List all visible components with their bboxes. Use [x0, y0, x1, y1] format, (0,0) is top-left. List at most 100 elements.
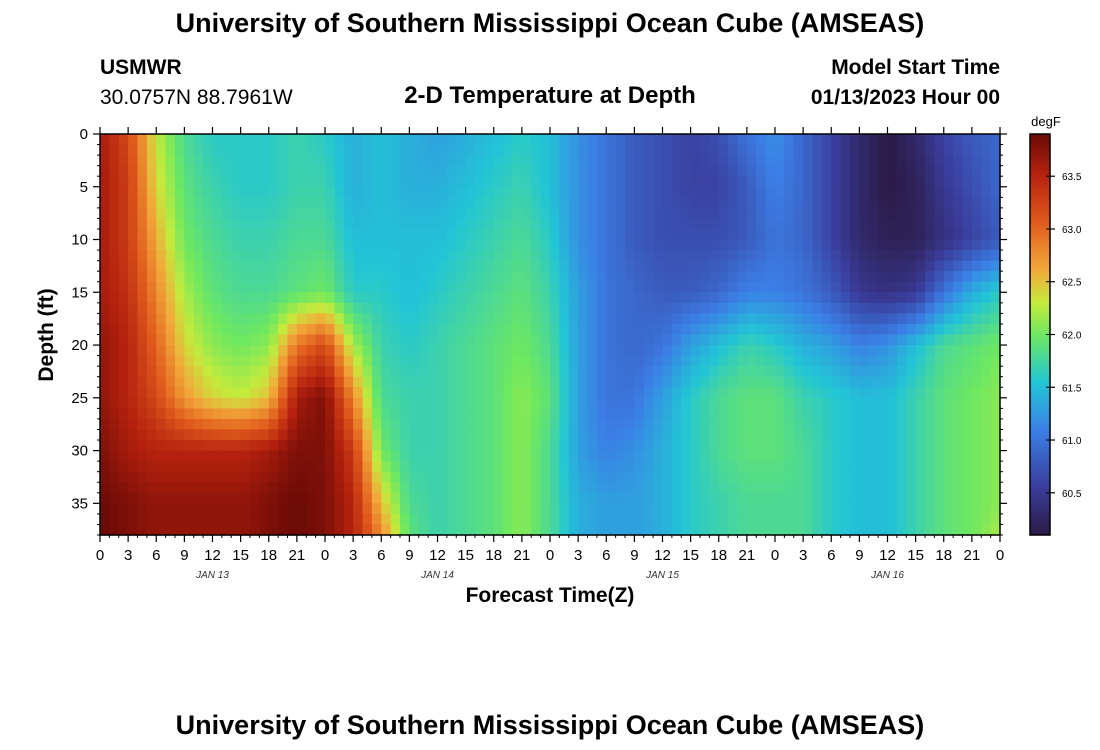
heatmap-cell: [775, 250, 785, 262]
heatmap-cell: [596, 429, 607, 441]
heatmap-cell: [203, 345, 214, 357]
heatmap-cell: [775, 207, 785, 220]
heatmap-cell: [550, 334, 560, 346]
heatmap-cell: [521, 387, 532, 399]
heatmap-cell: [962, 207, 973, 220]
heatmap-cell: [390, 440, 401, 452]
heatmap-cell: [662, 376, 673, 388]
heatmap-cell: [118, 239, 129, 251]
heatmap-cell: [615, 271, 626, 283]
heatmap-cell: [971, 271, 982, 283]
heatmap-cell: [812, 482, 823, 494]
heatmap-cell: [128, 207, 139, 220]
heatmap-cell: [381, 323, 392, 336]
heatmap-cell: [240, 524, 251, 536]
heatmap-cell: [943, 418, 954, 431]
heatmap-cell: [428, 144, 439, 156]
heatmap-cell: [250, 429, 260, 441]
heatmap-cell: [962, 144, 973, 156]
heatmap-cell: [728, 313, 739, 325]
heatmap-cell: [821, 165, 832, 177]
heatmap-cell: [718, 450, 729, 462]
heatmap-cell: [296, 302, 307, 314]
heatmap-cell: [512, 408, 523, 420]
heatmap-cell: [550, 503, 560, 515]
heatmap-cell: [400, 492, 410, 504]
heatmap-cell: [221, 524, 232, 536]
heatmap-cell: [981, 429, 992, 441]
heatmap-cell: [915, 260, 926, 272]
heatmap-cell: [981, 492, 992, 504]
heatmap-cell: [981, 197, 992, 209]
heatmap-cell: [325, 186, 335, 198]
heatmap-cell: [503, 218, 514, 230]
heatmap-cell: [775, 218, 785, 230]
heatmap-cell: [568, 271, 579, 283]
heatmap-cell: [418, 292, 429, 304]
heatmap-cell: [990, 440, 1001, 452]
heatmap-cell: [850, 292, 860, 304]
heatmap-cell: [137, 197, 148, 209]
heatmap-cell: [306, 482, 317, 494]
heatmap-cell: [296, 503, 307, 515]
heatmap-cell: [259, 207, 270, 220]
heatmap-cell: [718, 366, 729, 378]
heatmap-cell: [578, 134, 589, 146]
heatmap-cell: [821, 503, 832, 515]
heatmap-cell: [512, 144, 523, 156]
heatmap-cell: [906, 134, 917, 146]
heatmap-cell: [184, 144, 195, 156]
heatmap-cell: [137, 207, 148, 220]
heatmap-cell: [915, 302, 926, 314]
heatmap-cell: [231, 218, 242, 230]
heatmap-cell: [784, 134, 795, 146]
heatmap-cell: [512, 271, 523, 283]
heatmap-cell: [493, 461, 504, 473]
heatmap-cell: [156, 292, 167, 304]
heatmap-cell: [146, 186, 157, 198]
heatmap-cell: [775, 165, 785, 177]
heatmap-cell: [550, 134, 560, 146]
heatmap-cell: [775, 323, 785, 336]
heatmap-cell: [259, 313, 270, 325]
heatmap-cell: [868, 408, 879, 420]
heatmap-cell: [953, 461, 964, 473]
heatmap-cell: [709, 260, 720, 272]
heatmap-cell: [925, 207, 935, 220]
heatmap-cell: [109, 207, 120, 220]
heatmap-cell: [175, 387, 185, 399]
heatmap-cell: [362, 155, 373, 167]
heatmap-cell: [484, 239, 495, 251]
heatmap-cell: [587, 165, 598, 177]
heatmap-cell: [362, 302, 373, 314]
heatmap-cell: [859, 471, 870, 483]
heatmap-cell: [343, 323, 354, 336]
heatmap-cell: [446, 397, 457, 409]
heatmap-cell: [925, 334, 935, 346]
heatmap-cell: [587, 218, 598, 230]
heatmap-cell: [306, 397, 317, 409]
heatmap-cell: [400, 313, 410, 325]
heatmap-cell: [437, 461, 448, 473]
heatmap-cell: [540, 186, 551, 198]
heatmap-cell: [962, 334, 973, 346]
heatmap-cell: [906, 366, 917, 378]
heatmap-cell: [428, 376, 439, 388]
heatmap-cell: [315, 239, 326, 251]
heatmap-cell: [662, 250, 673, 262]
heatmap-cell: [100, 134, 110, 146]
heatmap-cell: [625, 134, 635, 146]
heatmap-cell: [475, 207, 485, 220]
heatmap-cell: [671, 524, 682, 536]
heatmap-cell: [465, 218, 476, 230]
heatmap-cell: [109, 218, 120, 230]
heatmap-cell: [671, 313, 682, 325]
heatmap-cell: [418, 376, 429, 388]
heatmap-cell: [925, 492, 935, 504]
heatmap-cell: [681, 197, 692, 209]
heatmap-cell: [512, 450, 523, 462]
heatmap-cell: [381, 387, 392, 399]
heatmap-cell: [718, 345, 729, 357]
heatmap-cell: [943, 302, 954, 314]
